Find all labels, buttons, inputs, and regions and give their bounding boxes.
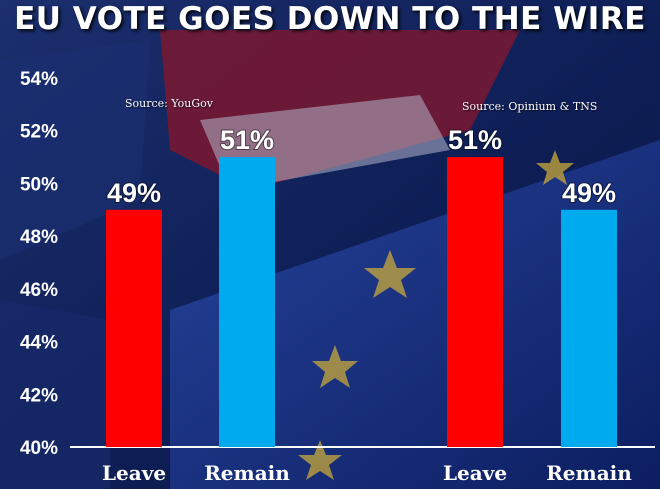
bar-remain [219, 157, 275, 448]
x-category-label: Remain [204, 461, 290, 485]
source-label-left: Source: YouGov [125, 97, 214, 110]
bar-value-label: 49% [107, 178, 161, 208]
y-tick-label: 40% [20, 438, 58, 459]
bar-leave [447, 157, 503, 448]
y-tick-label: 52% [20, 122, 58, 143]
x-category-label: Leave [102, 461, 166, 485]
y-tick-label: 50% [20, 174, 58, 195]
y-tick-label: 48% [20, 227, 58, 248]
bar-remain [561, 209, 617, 447]
y-tick-label: 44% [20, 333, 58, 354]
y-tick-label: 42% [20, 385, 58, 406]
x-category-label: Remain [546, 461, 632, 485]
bar-leave [106, 209, 162, 447]
source-label-right: Source: Opinium & TNS [462, 100, 598, 113]
y-tick-label: 46% [20, 280, 58, 301]
chart-title: EU VOTE GOES DOWN TO THE WIRE [14, 1, 646, 37]
bar-value-label: 51% [220, 125, 274, 155]
y-tick-label: 54% [20, 69, 58, 90]
bar-value-label: 49% [562, 178, 616, 208]
bar-value-label: 51% [448, 125, 502, 155]
x-category-label: Leave [443, 461, 507, 485]
